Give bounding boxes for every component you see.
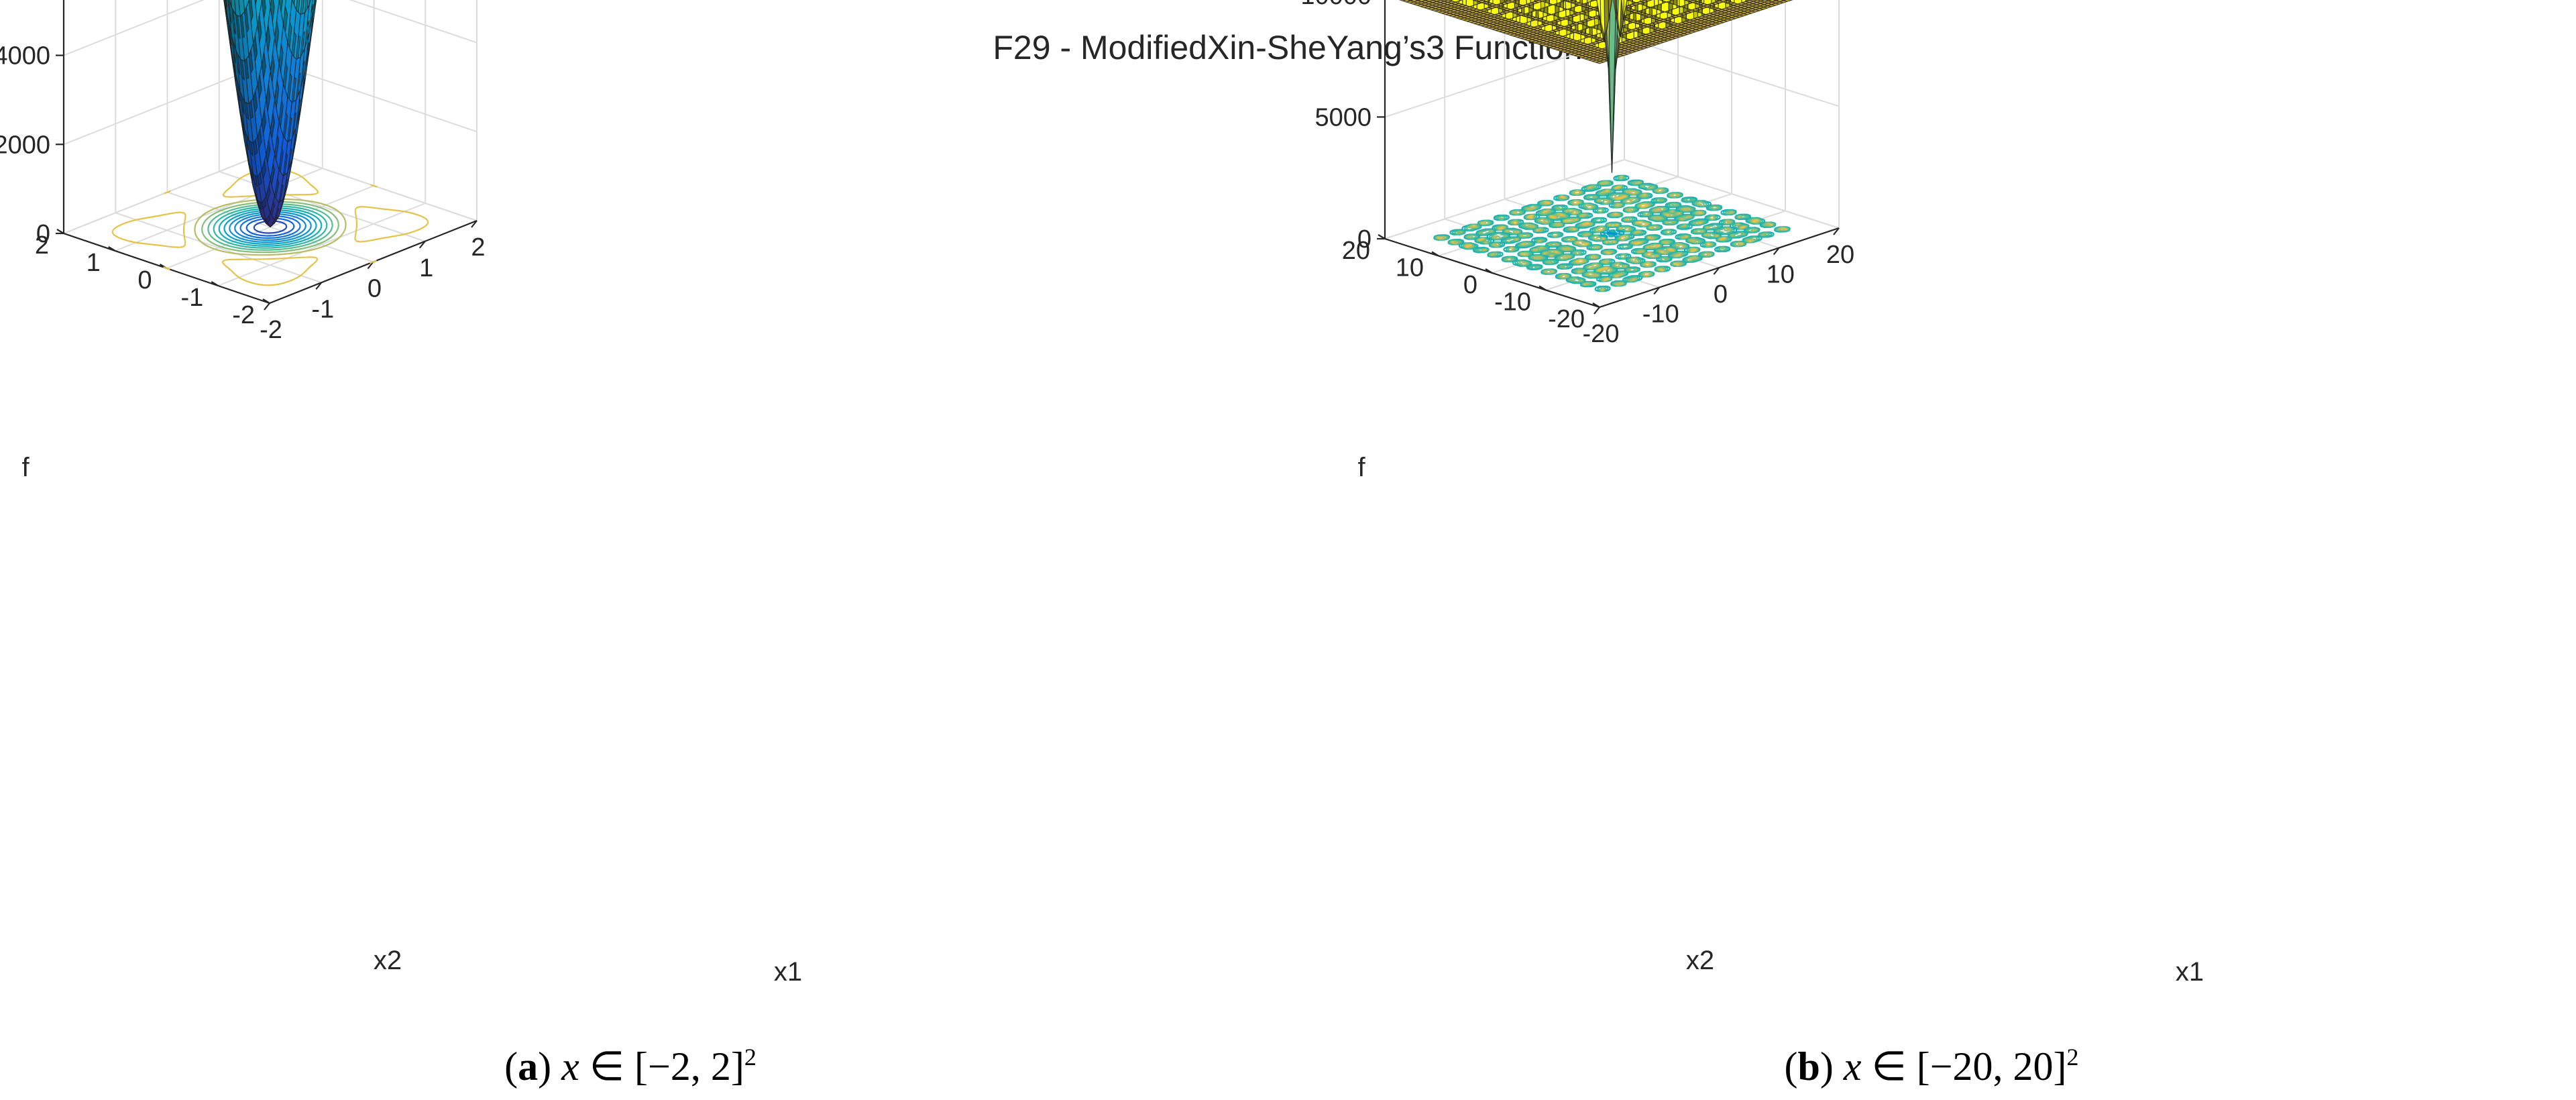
contour-line bbox=[1437, 176, 1787, 291]
z-tick-label: 4000 bbox=[0, 42, 50, 70]
panel-a-caption-variable: x bbox=[561, 1044, 579, 1089]
x-tick bbox=[1773, 247, 1780, 256]
surface-patch bbox=[1600, 0, 1606, 38]
surface-patch bbox=[243, 0, 249, 12]
x-tick-label: 0 bbox=[368, 275, 382, 303]
gridline-z bbox=[63, 0, 478, 56]
surface-patch bbox=[225, 0, 232, 36]
y-tick-label: 2 bbox=[35, 231, 49, 260]
x-tick bbox=[1833, 227, 1840, 235]
y-tick bbox=[1485, 268, 1493, 274]
x-tick bbox=[471, 220, 478, 228]
x-tick bbox=[264, 302, 270, 311]
y-tick-label: 0 bbox=[137, 266, 152, 294]
y-tick-label: -2 bbox=[232, 301, 255, 329]
y-tick bbox=[1431, 251, 1439, 257]
surface-patch bbox=[1683, 0, 1686, 1]
panel-a-caption-exponent: 2 bbox=[744, 1044, 757, 1070]
surface-patch bbox=[1659, 0, 1663, 1]
surface-patch bbox=[224, 0, 228, 15]
surface-patch bbox=[1670, 0, 1674, 1]
surface-patch bbox=[1608, 0, 1613, 20]
y-tick-label: 1 bbox=[87, 249, 101, 277]
y-tick-label: -1 bbox=[180, 284, 203, 312]
x-tick-label: -1 bbox=[311, 295, 334, 323]
y-tick bbox=[1538, 285, 1547, 291]
z-tick-label: 2000 bbox=[0, 131, 50, 159]
panel-a-caption: (a) x ∈ [−2, 2]2 bbox=[504, 1044, 757, 1089]
x-tick bbox=[418, 241, 426, 249]
x-tick-label: 2 bbox=[471, 233, 485, 262]
panel-a-caption-set: ∈ [−2, 2] bbox=[590, 1044, 744, 1089]
contour-line bbox=[229, 211, 312, 243]
x-tick bbox=[367, 261, 374, 270]
surface-patch bbox=[1741, 0, 1746, 3]
gridline-z bbox=[1384, 158, 1840, 239]
surface-patch bbox=[1658, 0, 1663, 5]
x-tick bbox=[1653, 286, 1661, 295]
contour-line bbox=[111, 168, 429, 286]
x-tick-label: -2 bbox=[260, 316, 282, 344]
y-tick bbox=[211, 281, 219, 286]
y-tick bbox=[262, 298, 270, 304]
surface-patch bbox=[1745, 0, 1750, 2]
surface-patch bbox=[1586, 0, 1592, 3]
surface-patch bbox=[1715, 0, 1720, 3]
surface-patch bbox=[230, 0, 237, 15]
surface-patch bbox=[1653, 0, 1659, 7]
x-tick-label: 1 bbox=[419, 254, 433, 282]
panel-a-surface bbox=[223, 0, 317, 228]
panel-a-xlabel: x1 bbox=[774, 957, 802, 987]
panel-b-surface bbox=[1398, 0, 1793, 173]
y-tick bbox=[108, 246, 116, 252]
panel-b-contour-projection bbox=[1433, 174, 1791, 292]
panel-a-zlabel: f bbox=[21, 453, 30, 482]
surface-patch bbox=[254, 0, 262, 25]
surface-patch bbox=[1711, 0, 1716, 4]
surface-patch bbox=[1604, 0, 1610, 38]
surface-patch bbox=[1639, 0, 1645, 2]
panel-a-ylabel: x2 bbox=[374, 946, 402, 975]
surface-patch bbox=[1596, 0, 1602, 23]
x-tick bbox=[1713, 267, 1720, 275]
x-tick bbox=[315, 282, 323, 290]
x-tick bbox=[1593, 307, 1600, 315]
surface-patch bbox=[223, 0, 228, 25]
figure-title: F29 - ModifiedXin-SheYang’s3 Function bbox=[993, 29, 1582, 66]
surface-patch bbox=[1560, 0, 1565, 3]
contour-line bbox=[223, 209, 317, 245]
surface-patch bbox=[1556, 0, 1561, 4]
z-tick-label: 0 bbox=[36, 220, 50, 248]
panel-b-axes bbox=[1377, 0, 1840, 315]
y-tick bbox=[1592, 302, 1600, 308]
surface-patch bbox=[229, 0, 232, 8]
surface-patch bbox=[1590, 0, 1596, 2]
panel-a-caption-label: a bbox=[518, 1044, 538, 1089]
